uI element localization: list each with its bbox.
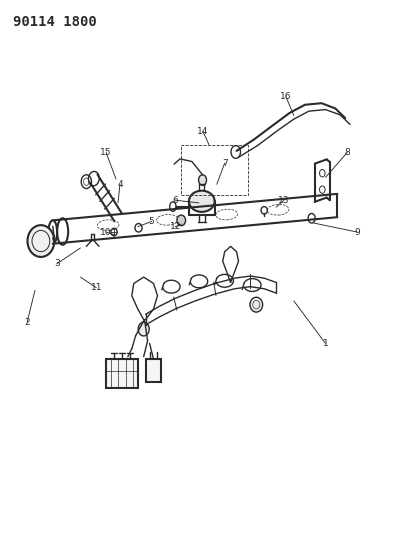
Text: 10: 10 [100, 228, 112, 237]
Text: 14: 14 [197, 127, 209, 136]
Text: 1: 1 [323, 339, 328, 348]
FancyBboxPatch shape [146, 359, 162, 382]
Ellipse shape [189, 191, 215, 212]
Text: 2: 2 [24, 318, 30, 327]
FancyBboxPatch shape [106, 359, 138, 389]
Ellipse shape [177, 215, 185, 225]
Circle shape [199, 175, 207, 185]
Text: 15: 15 [100, 148, 112, 157]
Text: 7: 7 [222, 159, 228, 167]
Text: 3: 3 [54, 260, 60, 268]
Text: 16: 16 [280, 92, 292, 101]
Ellipse shape [250, 297, 263, 312]
Text: 9: 9 [354, 228, 360, 237]
Text: 8: 8 [344, 148, 350, 157]
Ellipse shape [138, 322, 149, 336]
Text: 90114 1800: 90114 1800 [13, 14, 97, 29]
Text: 6: 6 [172, 196, 178, 205]
Text: 11: 11 [90, 283, 102, 292]
Text: 13: 13 [278, 196, 290, 205]
Text: 12: 12 [170, 222, 181, 231]
Text: 4: 4 [117, 180, 123, 189]
Text: 5: 5 [149, 217, 154, 226]
Ellipse shape [27, 225, 55, 257]
